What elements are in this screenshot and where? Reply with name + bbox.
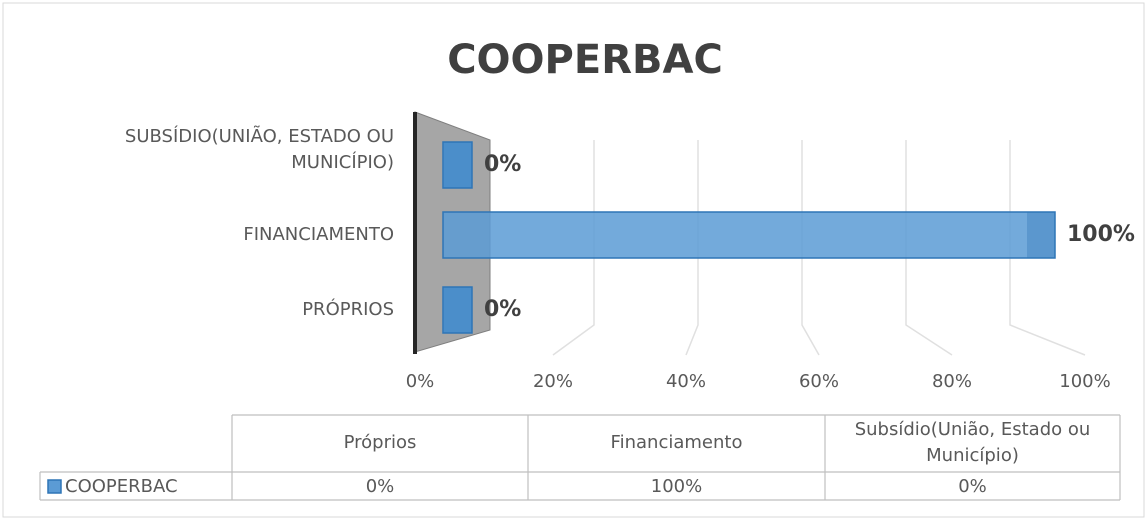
x-tick-label: 60%	[799, 371, 839, 392]
y-tick-label: SUBSÍDIO(UNIÃO, ESTADO OU	[125, 125, 394, 147]
table-cell: 0%	[958, 476, 987, 497]
data-label: 100%	[1067, 222, 1135, 247]
table-header: Próprios	[344, 432, 417, 453]
grid-line	[801, 140, 820, 356]
legend-key	[47, 479, 62, 494]
bar-end	[444, 142, 472, 188]
data-label: 0%	[484, 152, 521, 177]
table-header: Subsídio(União, Estado ou Município)	[855, 419, 1091, 466]
grid-line	[905, 140, 953, 356]
data-label: 0%	[484, 297, 521, 322]
bar	[442, 141, 473, 189]
bar	[442, 211, 1056, 259]
x-tick-label: 20%	[533, 371, 573, 392]
table-cell: 100%	[651, 476, 702, 497]
x-tick-label: 0%	[406, 371, 435, 392]
y-tick-label: FINANCIAMENTO	[243, 224, 394, 245]
table-cell: 0%	[366, 476, 395, 497]
y-tick-label: PRÓPRIOS	[302, 298, 394, 320]
bar	[442, 286, 473, 334]
x-tick-label: 40%	[666, 371, 706, 392]
grid-line	[1009, 140, 1086, 356]
table-header: Financiamento	[611, 432, 743, 453]
grid-line	[552, 140, 595, 356]
chart-title: COOPERBAC	[447, 37, 723, 83]
legend-label: COOPERBAC	[65, 476, 178, 497]
y-tick-label: MUNICÍPIO)	[291, 151, 394, 173]
bar-end	[1027, 212, 1055, 258]
bar-end	[444, 287, 472, 333]
x-tick-label: 100%	[1059, 371, 1110, 392]
grid-line	[685, 140, 699, 356]
x-tick-label: 80%	[932, 371, 972, 392]
